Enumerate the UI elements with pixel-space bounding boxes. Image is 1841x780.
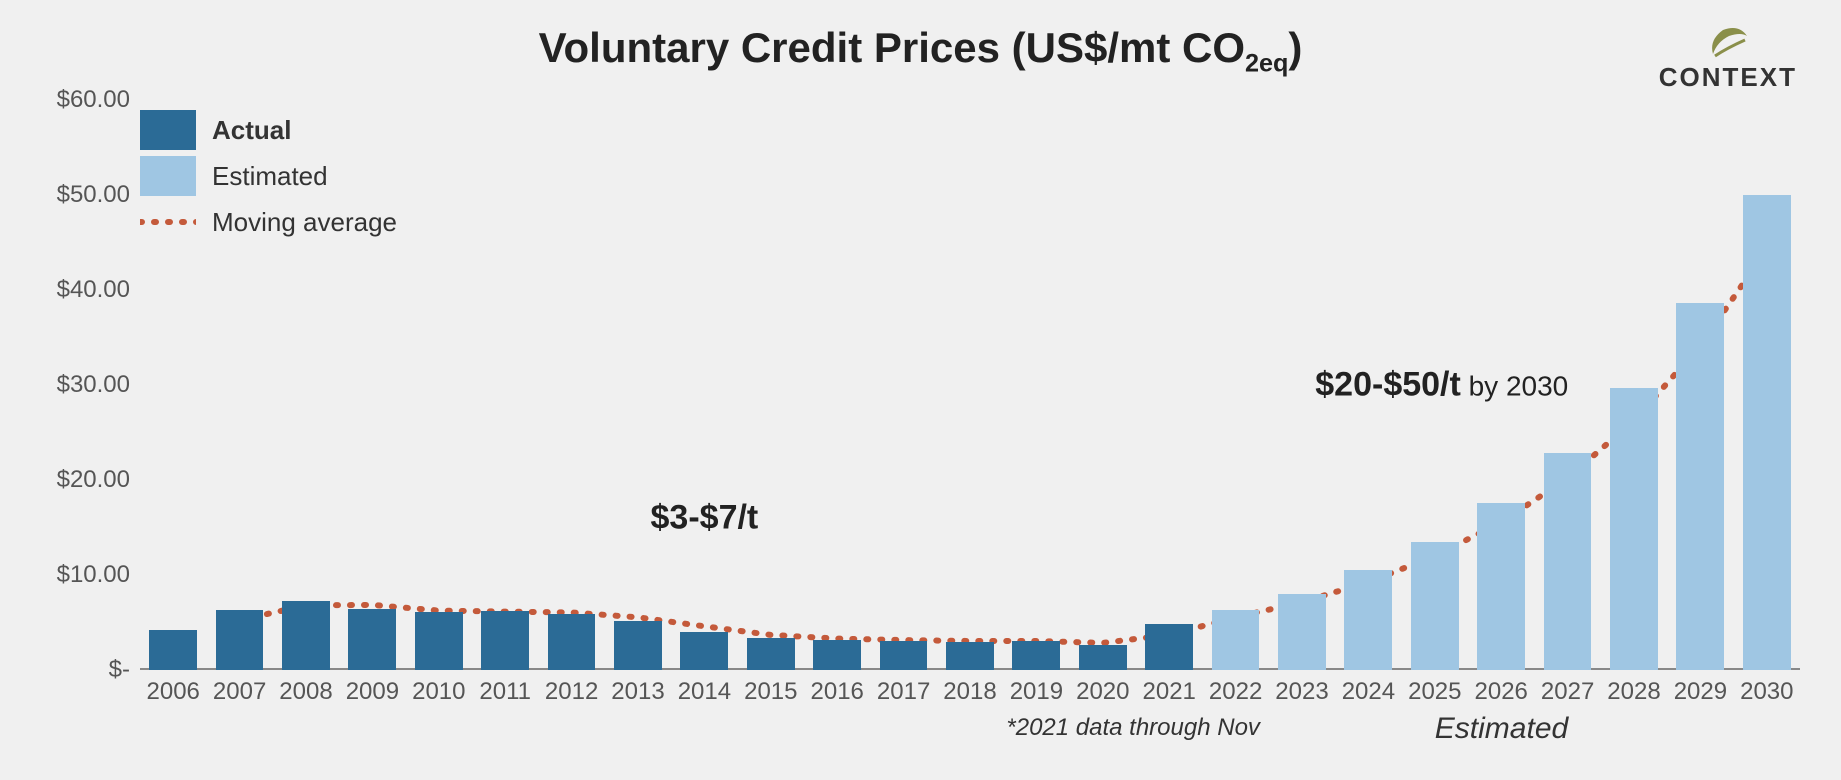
bar-estimated xyxy=(1544,453,1592,670)
bar-actual xyxy=(348,609,396,670)
bar-actual xyxy=(548,614,596,670)
x-tick-label: 2026 xyxy=(1474,670,1527,706)
title-main: Voluntary Credit Prices (US$/mt CO xyxy=(539,24,1245,71)
title-close: ) xyxy=(1288,24,1302,71)
bar-actual xyxy=(481,611,529,670)
x-tick-label: 2019 xyxy=(1010,670,1063,706)
y-tick-label: $60.00 xyxy=(57,86,140,114)
y-tick-label: $50.00 xyxy=(57,181,140,209)
bar-actual xyxy=(813,640,861,670)
y-tick-label: $20.00 xyxy=(57,466,140,494)
x-tick-label: 2011 xyxy=(479,670,531,706)
x-tick-label: 2020 xyxy=(1076,670,1129,706)
x-tick-label: 2021 xyxy=(1142,670,1195,706)
bar-actual xyxy=(614,621,662,670)
title-subscript: 2eq xyxy=(1245,49,1288,77)
bar-estimated xyxy=(1743,195,1791,670)
annotation-right-bold: $20-$50/t xyxy=(1315,366,1461,404)
bar-actual xyxy=(1145,624,1193,670)
x-tick-label: 2013 xyxy=(611,670,664,706)
x-tick-label: 2007 xyxy=(213,670,266,706)
x-tick-label: 2030 xyxy=(1740,670,1793,706)
annotation-right-rest: by 2030 xyxy=(1461,371,1568,402)
x-tick-label: 2018 xyxy=(943,670,996,706)
x-tick-label: 2008 xyxy=(279,670,332,706)
bar-actual xyxy=(1012,641,1060,670)
legend-row-actual: Actual xyxy=(140,110,397,150)
leaf-icon xyxy=(1705,26,1751,60)
bar-actual xyxy=(149,630,197,670)
legend-label-actual: Actual xyxy=(212,115,291,146)
x-tick-label: 2015 xyxy=(744,670,797,706)
y-tick-label: $10.00 xyxy=(57,561,140,589)
bar-actual xyxy=(1079,645,1127,670)
legend-row-estimated: Estimated xyxy=(140,156,397,196)
legend-row-moving-avg: Moving average xyxy=(140,202,397,242)
bar-estimated xyxy=(1212,610,1260,670)
chart-title: Voluntary Credit Prices (US$/mt CO2eq) xyxy=(0,24,1841,78)
legend-label-moving-avg: Moving average xyxy=(212,207,397,238)
annotation-forecast-range: $20-$50/t by 2030 xyxy=(1315,366,1568,405)
bar-estimated xyxy=(1676,303,1724,670)
brand-text: CONTEXT xyxy=(1659,62,1797,93)
x-tick-label: 2028 xyxy=(1607,670,1660,706)
y-tick-label: $- xyxy=(109,656,140,684)
plot-area: $-$10.00$20.00$30.00$40.00$50.00$60.0020… xyxy=(140,100,1800,670)
bar-estimated xyxy=(1278,594,1326,670)
legend-swatch-actual xyxy=(140,110,196,150)
legend: Actual Estimated Moving average xyxy=(140,110,397,248)
bar-actual xyxy=(282,601,330,670)
bar-actual xyxy=(216,610,264,670)
bar-estimated xyxy=(1477,503,1525,670)
bar-actual xyxy=(747,638,795,670)
x-tick-label: 2014 xyxy=(678,670,731,706)
x-tick-label: 2010 xyxy=(412,670,465,706)
bar-actual xyxy=(415,612,463,670)
legend-swatch-moving-avg xyxy=(140,202,196,242)
x-tick-label: 2009 xyxy=(346,670,399,706)
y-tick-label: $30.00 xyxy=(57,371,140,399)
x-tick-label: 2022 xyxy=(1209,670,1262,706)
x-tick-label: 2027 xyxy=(1541,670,1594,706)
bar-estimated xyxy=(1411,542,1459,670)
footnote-2021: *2021 data through Nov xyxy=(1006,714,1260,742)
bar-estimated xyxy=(1610,388,1658,670)
bar-estimated xyxy=(1344,570,1392,670)
bar-actual xyxy=(946,642,994,671)
chart-container: Voluntary Credit Prices (US$/mt CO2eq) C… xyxy=(0,0,1841,780)
legend-label-estimated: Estimated xyxy=(212,161,328,192)
y-tick-label: $40.00 xyxy=(57,276,140,304)
x-tick-label: 2012 xyxy=(545,670,598,706)
annotation-historical-range: $3-$7/t xyxy=(651,499,759,538)
brand-logo: CONTEXT xyxy=(1659,26,1797,93)
x-tick-label: 2006 xyxy=(146,670,199,706)
x-tick-label: 2016 xyxy=(810,670,863,706)
x-tick-label: 2025 xyxy=(1408,670,1461,706)
annotation-left-text: $3-$7/t xyxy=(651,499,759,537)
bar-actual xyxy=(680,632,728,670)
legend-swatch-estimated xyxy=(140,156,196,196)
x-tick-label: 2029 xyxy=(1674,670,1727,706)
x-tick-label: 2023 xyxy=(1275,670,1328,706)
x-tick-label: 2017 xyxy=(877,670,930,706)
bar-actual xyxy=(880,641,928,670)
x-axis-estimated-label: Estimated xyxy=(1435,712,1568,746)
x-tick-label: 2024 xyxy=(1342,670,1395,706)
